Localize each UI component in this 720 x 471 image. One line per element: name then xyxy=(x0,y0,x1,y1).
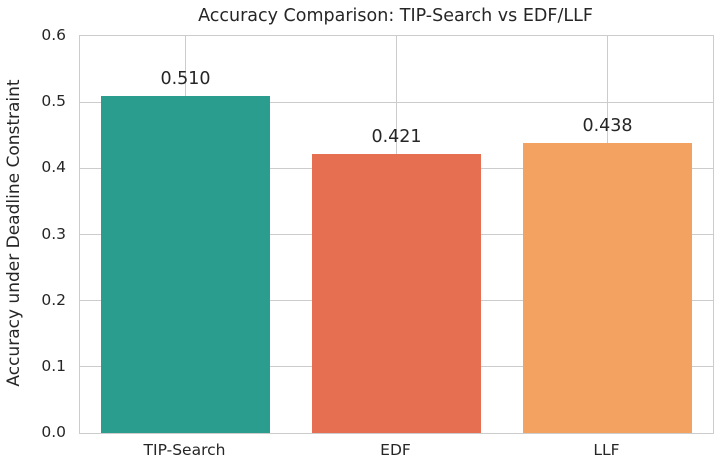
x-tick-label: EDF xyxy=(380,441,411,459)
x-tick-label: LLF xyxy=(593,441,620,459)
y-tick-label: 0.6 xyxy=(41,26,66,44)
x-tick-label: TIP-Search xyxy=(143,441,226,459)
bar-tip-search xyxy=(101,95,270,433)
bar-llf xyxy=(523,143,692,433)
y-tick-label: 0.2 xyxy=(41,290,66,309)
y-tick-label: 0.1 xyxy=(41,356,66,375)
bar-value-label: 0.510 xyxy=(160,68,211,89)
plot-area: 0.510 0.421 0.438 xyxy=(79,35,714,434)
y-tick-label: 0.0 xyxy=(41,423,66,441)
y-tick-label: 0.5 xyxy=(41,92,66,111)
chart-title: Accuracy Comparison: TIP-Search vs EDF/L… xyxy=(198,6,593,26)
bar-edf xyxy=(312,154,481,433)
y-tick-label: 0.4 xyxy=(41,158,66,177)
bar-value-label: 0.421 xyxy=(371,127,422,148)
bar-value-label: 0.438 xyxy=(582,116,633,137)
y-tick-label: 0.3 xyxy=(41,224,66,243)
